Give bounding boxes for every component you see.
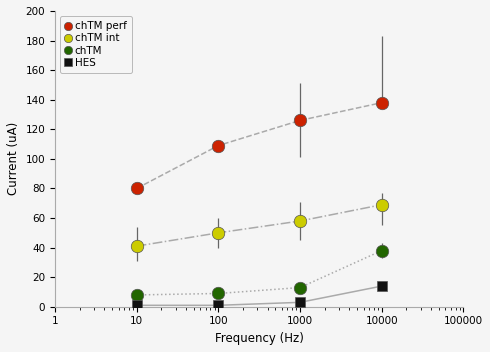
X-axis label: Frequency (Hz): Frequency (Hz) (215, 332, 304, 345)
Legend: chTM perf, chTM int, chTM, HES: chTM perf, chTM int, chTM, HES (60, 16, 132, 73)
Y-axis label: Current (uA): Current (uA) (7, 122, 20, 195)
